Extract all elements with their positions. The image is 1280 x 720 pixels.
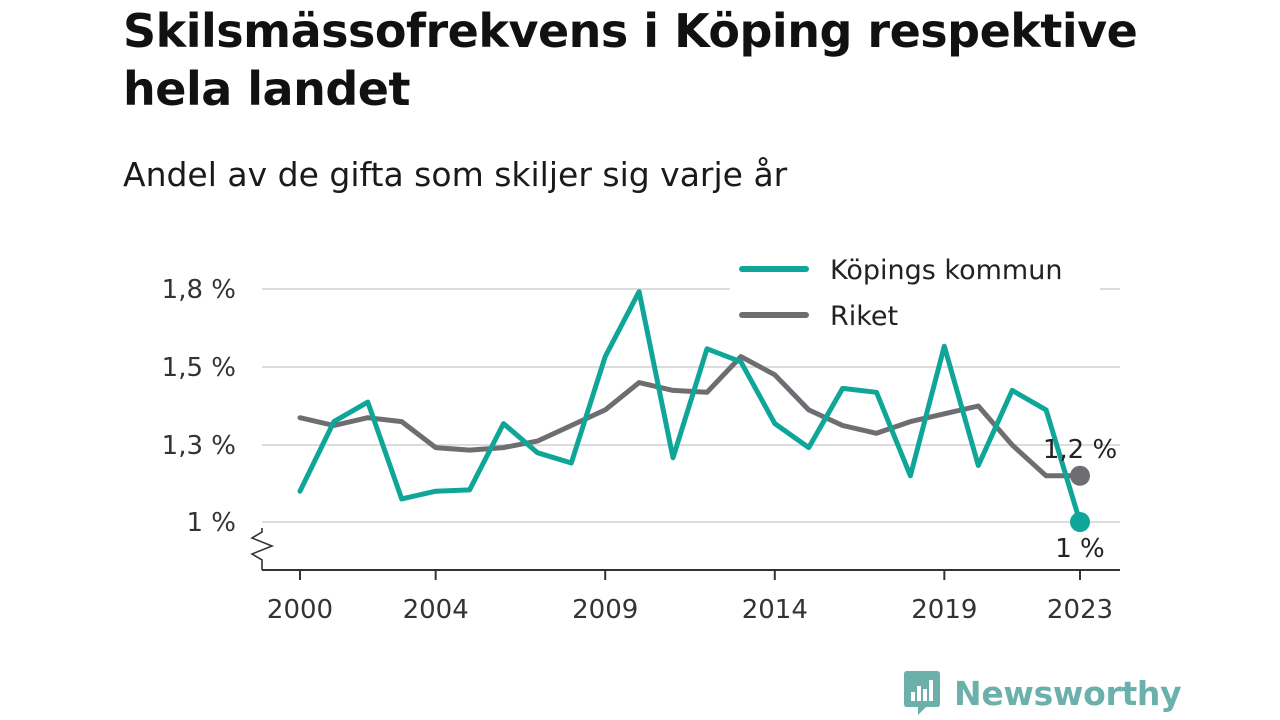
x-tick-label: 2004 [403, 595, 469, 625]
end-marker-kopings-kommun [1070, 512, 1090, 532]
newsworthy-logo: Newsworthy [902, 668, 1182, 718]
x-tick-label: 2000 [267, 595, 333, 625]
newsworthy-logo-icon [904, 671, 940, 715]
x-tick-label: 2014 [742, 595, 808, 625]
y-tick-label: 1 % [186, 508, 236, 538]
axes [250, 528, 1120, 571]
end-label-kopings-kommun: 1 % [1055, 534, 1105, 564]
y-tick-label: 1,3 % [162, 431, 236, 461]
chart-title: Skilsmässofrekvens i Köping respektive h… [123, 4, 1138, 116]
series-line-riket [297, 354, 1083, 479]
y-tick-label: 1,5 % [162, 353, 236, 383]
end-label-riket: 1,2 % [1043, 435, 1117, 465]
series-lines [297, 289, 1083, 525]
x-tick-labels: 2000 2004 2009 2014 2019 2023 [267, 570, 1113, 625]
legend-label-kommun: Köpings kommun [830, 255, 1062, 286]
y-tick-labels: 1 % 1,3 % 1,5 % 1,8 % [162, 275, 236, 538]
legend: Köpings kommun Riket [730, 246, 1100, 340]
end-markers: 1,2 % 1 % [1043, 435, 1117, 564]
x-tick-label: 2023 [1047, 595, 1113, 625]
x-tick-label: 2019 [911, 595, 977, 625]
x-tick-label: 2009 [572, 595, 638, 625]
brand-name: Newsworthy [954, 673, 1182, 713]
series-line-kopings-kommun [297, 289, 1083, 525]
legend-background [730, 246, 1100, 340]
end-marker-riket [1070, 465, 1090, 486]
y-tick-label: 1,8 % [162, 275, 236, 305]
y-axis-break-icon [250, 528, 275, 570]
legend-label-riket: Riket [830, 301, 898, 332]
chart-subtitle: Andel av de gifta som skiljer sig varje … [123, 155, 788, 194]
